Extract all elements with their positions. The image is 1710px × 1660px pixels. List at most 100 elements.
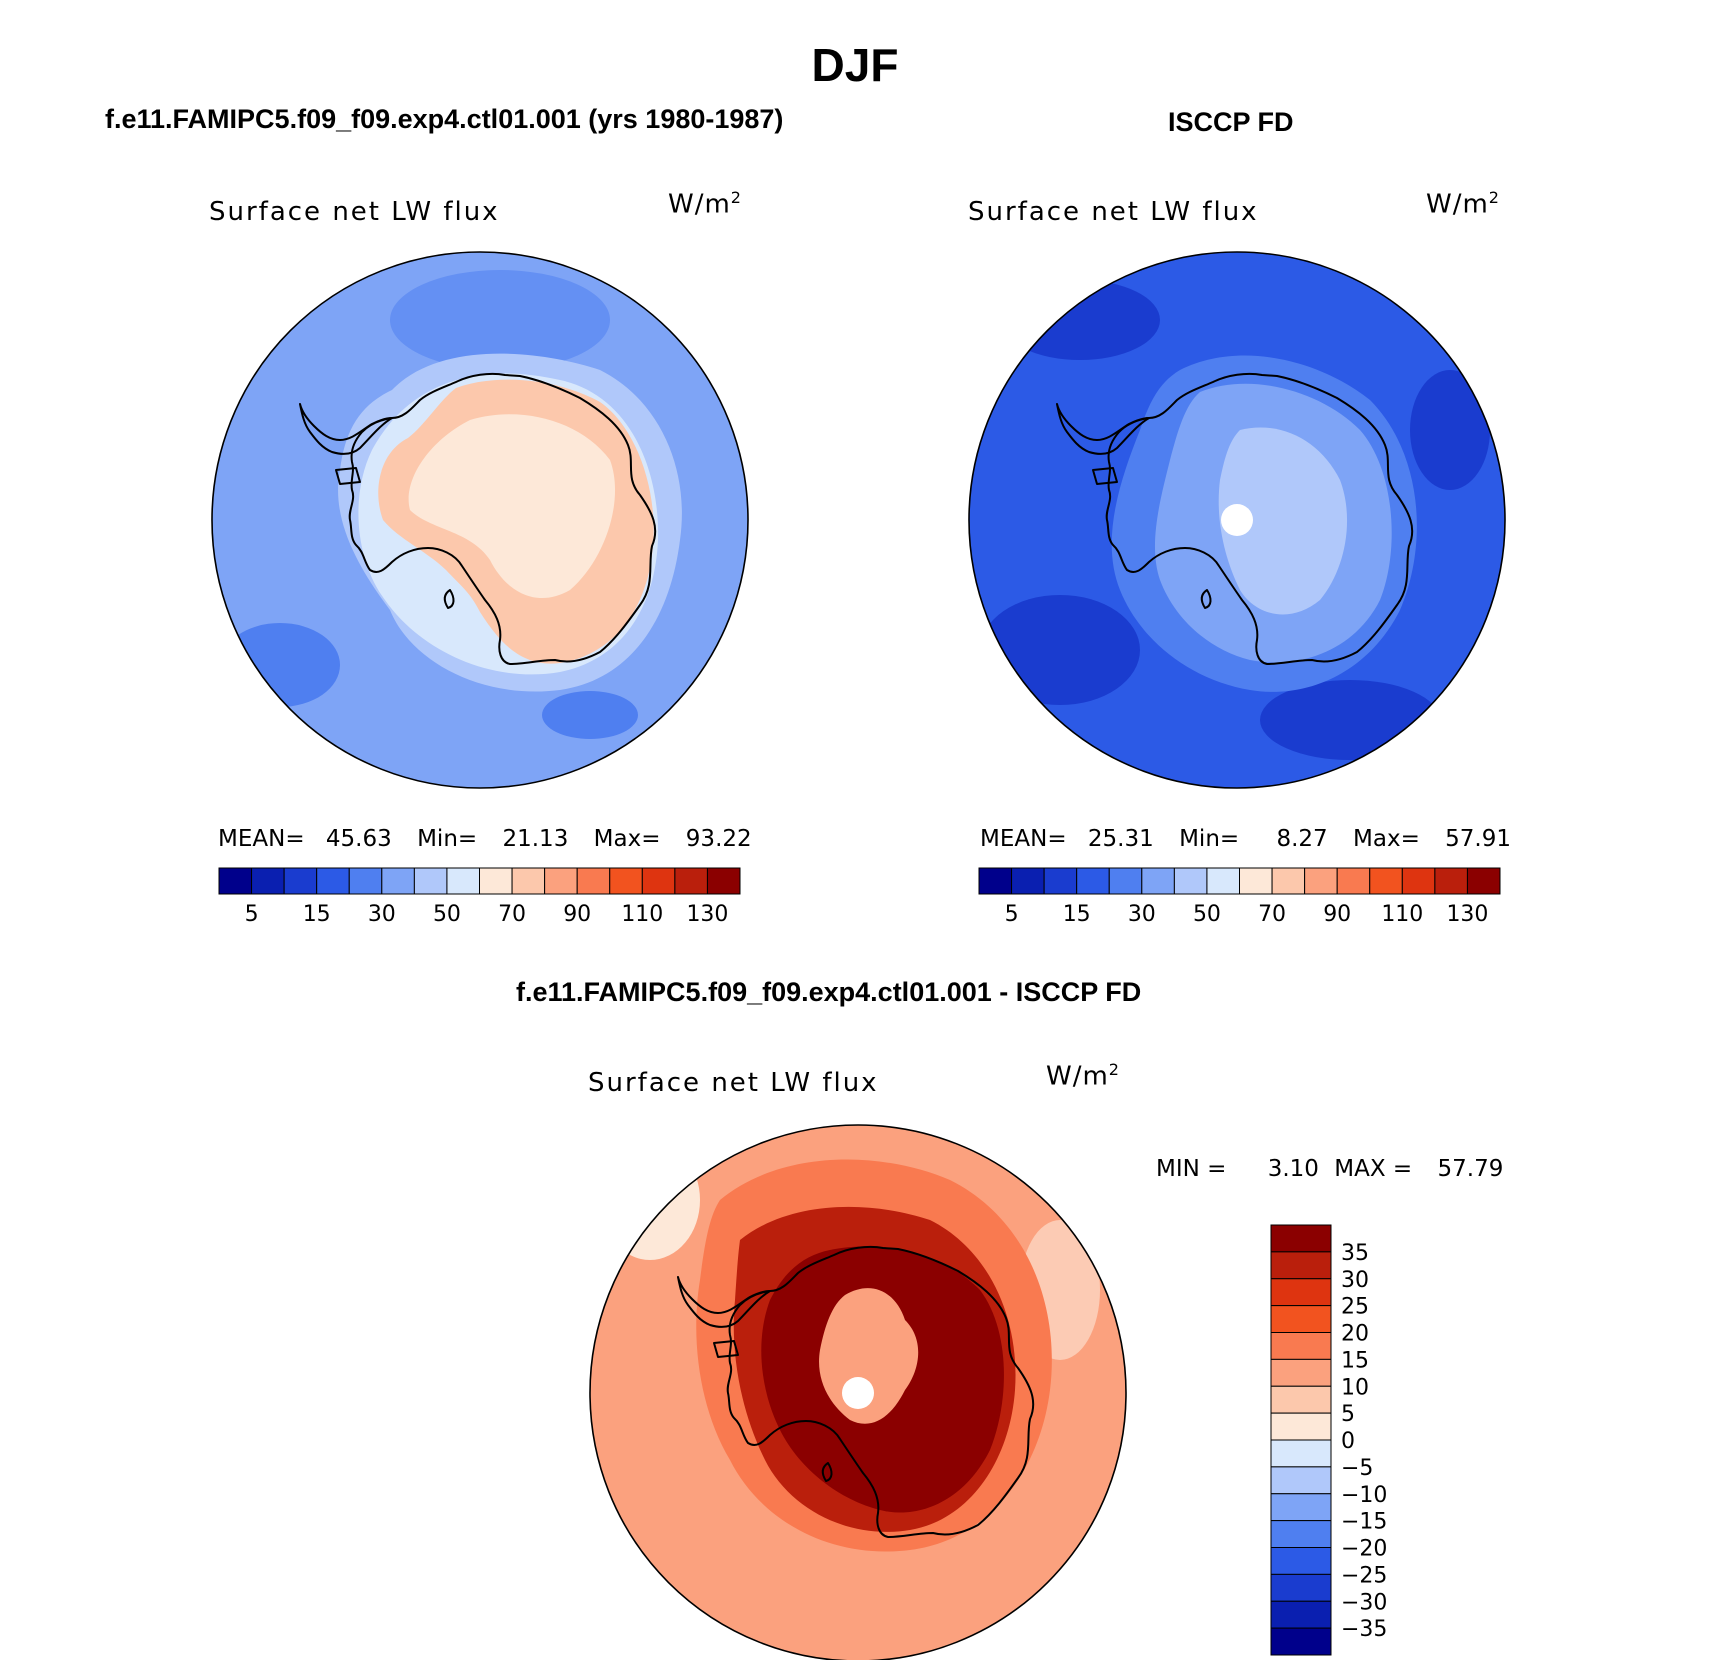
panel-title-model: f.e11.FAMIPC5.f09_f09.exp4.ctl01.001 (yr… — [105, 104, 784, 134]
colorbar-tick-label: −25 — [1341, 1563, 1387, 1588]
island-outline — [713, 1340, 739, 1358]
island-outline — [335, 467, 361, 485]
colorbar-swatch — [1270, 1358, 1332, 1387]
max-label: Max= — [593, 826, 661, 852]
colorbar-swatch — [218, 867, 253, 895]
units-text: W/m — [1426, 189, 1489, 220]
colorbar-swatch — [1271, 867, 1306, 895]
variable-label-model: Surface net LW flux — [209, 197, 500, 227]
colorbar-swatch — [1239, 867, 1273, 895]
units-text: W/m — [668, 189, 731, 220]
colorbar-swatch — [413, 867, 448, 895]
colorbar-tick-label: −35 — [1341, 1617, 1387, 1642]
colorbar-tick-label: 50 — [1193, 902, 1221, 927]
variable-label-diff: Surface net LW flux — [588, 1068, 879, 1098]
colorbar-swatch — [1304, 867, 1338, 895]
panel-title-diff: f.e11.FAMIPC5.f09_f09.exp4.ctl01.001 - I… — [516, 977, 1142, 1007]
colorbar-swatch — [511, 867, 546, 895]
map-boundary — [589, 1124, 1127, 1660]
units-superscript: 2 — [1488, 188, 1500, 207]
colorbar-swatch — [641, 867, 676, 895]
map-obs — [968, 251, 1506, 789]
island-outline — [443, 589, 455, 609]
colorbar-tick-label: 5 — [245, 902, 259, 927]
min-label: Min= — [417, 826, 478, 852]
colorbar-swatch — [674, 867, 708, 895]
colorbar-tick-label: 35 — [1341, 1241, 1369, 1266]
antarctic-peninsula — [1056, 403, 1150, 455]
colorbar-tick-label: −30 — [1341, 1590, 1387, 1615]
colorbar-tick-label: 25 — [1341, 1295, 1369, 1320]
low-flux-patch — [980, 595, 1140, 705]
colorbar-tick-label: 30 — [1128, 902, 1156, 927]
low-flux-patch — [390, 270, 610, 370]
colorbar-swatch — [1270, 1600, 1332, 1629]
main-title: DJF — [811, 39, 899, 91]
colorbar-tick-label: 30 — [368, 902, 396, 927]
colorbar-tick-label: 110 — [621, 902, 663, 927]
colorbar-swatch — [1076, 867, 1110, 895]
colorbar-swatch — [1141, 867, 1175, 895]
min-value: 3.10 — [1267, 1156, 1319, 1182]
colorbar-tick-label: 10 — [1341, 1375, 1369, 1400]
colorbar-swatch — [1270, 1224, 1332, 1253]
colorbar-swatch — [1401, 867, 1436, 895]
colorbar-swatch — [1270, 1547, 1332, 1575]
colorbar-swatch — [1173, 867, 1208, 895]
colorbar-tick-label: 130 — [686, 902, 728, 927]
colorbar-tick-label: 15 — [1063, 902, 1091, 927]
antarctic-peninsula — [299, 403, 393, 455]
colorbar-swatch — [1466, 867, 1501, 895]
land-interior-field — [1218, 427, 1348, 615]
min-value: 21.13 — [502, 826, 569, 852]
colorbar-swatch — [1434, 867, 1468, 895]
colorbar-tick-label: 70 — [498, 902, 526, 927]
colorbar-tick-label: 5 — [1005, 902, 1019, 927]
colorbar-swatch — [1270, 1520, 1332, 1548]
colorbar-tick-label: −15 — [1341, 1510, 1387, 1535]
colorbar-swatch — [1270, 1466, 1332, 1495]
min-label: MIN = — [1156, 1156, 1227, 1182]
colorbar-tick-label: −20 — [1341, 1537, 1387, 1562]
units-label-diff: W/m2 — [1046, 1060, 1120, 1092]
colorbar-tick-label: 50 — [433, 902, 461, 927]
colorbar-swatch — [544, 867, 578, 895]
colorbar-swatch — [1270, 1251, 1332, 1280]
antarctic-coastline — [1105, 372, 1414, 665]
colorbar-swatch — [251, 867, 285, 895]
max-value: 57.91 — [1445, 826, 1512, 852]
colorbar-swatch — [1369, 867, 1403, 895]
mean-value: 25.31 — [1087, 826, 1154, 852]
map-diff — [589, 1124, 1127, 1660]
colorbar-model: 5 15 30 50 70 90 110 130 — [218, 867, 741, 927]
colorbar-swatch — [1011, 867, 1045, 895]
colorbar-tick-label: −10 — [1341, 1483, 1387, 1508]
colorbar-tick-label: 15 — [303, 902, 331, 927]
max-value: 57.79 — [1437, 1156, 1504, 1182]
units-superscript: 2 — [1108, 1060, 1120, 1079]
variable-label-obs: Surface net LW flux — [968, 197, 1259, 227]
max-label: MAX = — [1334, 1156, 1413, 1182]
colorbar-tick-label: 70 — [1258, 902, 1286, 927]
colorbar-swatch — [1270, 1305, 1332, 1333]
colorbar-swatch — [479, 867, 513, 895]
island-outline — [821, 1462, 833, 1482]
units-label-obs: W/m2 — [1426, 188, 1500, 220]
colorbar-swatch — [1270, 1278, 1332, 1307]
max-label: Max= — [1353, 826, 1420, 852]
mean-value: 45.63 — [325, 826, 392, 852]
colorbar-swatch — [1270, 1627, 1332, 1656]
weak-anomaly-patch — [600, 1140, 700, 1260]
island-outline — [1092, 467, 1118, 485]
colorbar-tick-label: 130 — [1446, 902, 1488, 927]
mean-label: MEAN= — [218, 826, 305, 852]
colorbar-swatch — [1206, 867, 1240, 895]
low-flux-patch — [1260, 680, 1440, 760]
colorbar-tick-label: 0 — [1341, 1429, 1355, 1454]
colorbar-swatch — [609, 867, 643, 895]
min-value: 8.27 — [1276, 826, 1328, 852]
colorbar-swatch — [446, 867, 480, 895]
island-outline — [1200, 589, 1212, 609]
antarctic-peninsula — [677, 1276, 771, 1328]
colorbar-tick-label: 110 — [1381, 902, 1423, 927]
